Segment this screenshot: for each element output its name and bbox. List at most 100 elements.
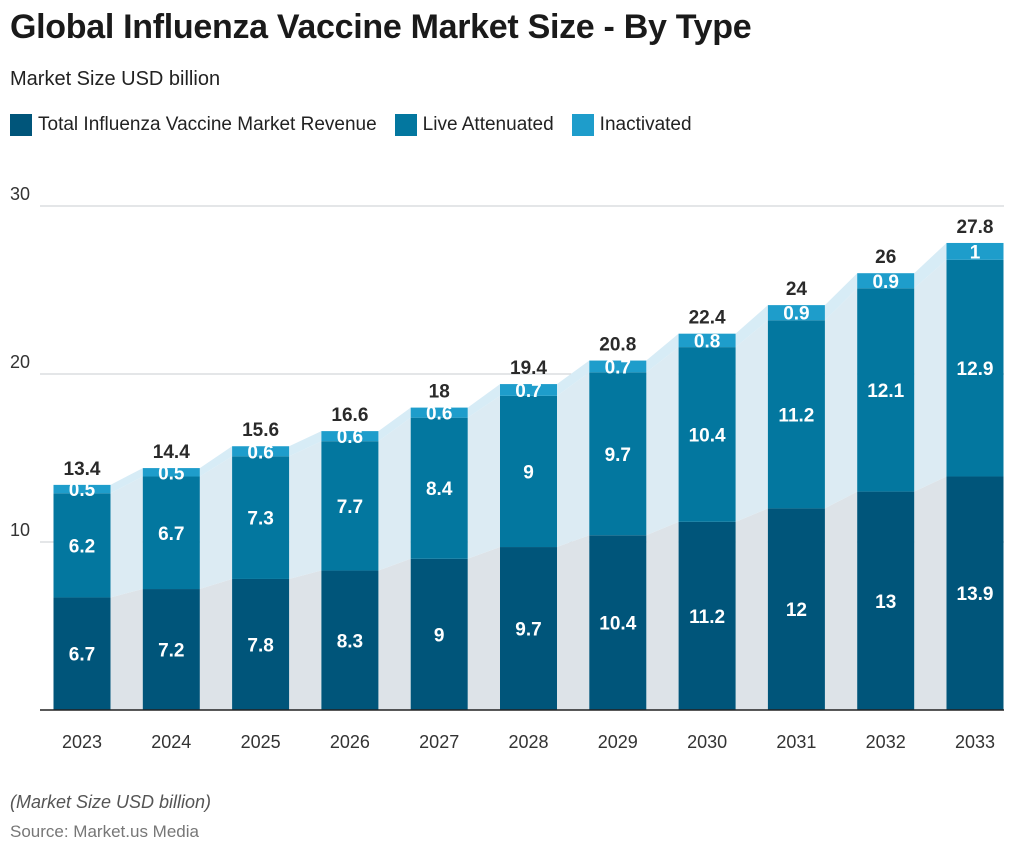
legend-swatch-live-attenuated bbox=[394, 114, 417, 136]
data-label-inactivated: 0.8 bbox=[694, 331, 720, 352]
legend-swatch-total bbox=[10, 114, 32, 136]
bar-live-attenuated-2023 bbox=[53, 493, 111, 598]
bar-total-2028 bbox=[500, 547, 557, 710]
data-label-total: 7.2 bbox=[158, 641, 184, 662]
legend-item-total: Total Influenza Vaccine Market Revenue bbox=[10, 114, 377, 136]
stacked-bar-chart: 1020306.76.20.513.420237.26.70.514.42024… bbox=[10, 184, 1004, 752]
data-label-live-attenuated: 12.9 bbox=[957, 359, 994, 380]
bar-total-2026 bbox=[321, 570, 379, 710]
total-label: 15.6 bbox=[242, 420, 279, 441]
bar-inactivated-2030 bbox=[678, 333, 736, 348]
bar-total-2031 bbox=[767, 508, 825, 710]
y-tick-label: 10 bbox=[10, 520, 30, 540]
x-tick-label: 2030 bbox=[687, 732, 727, 752]
legend-item-inactivated: Inactivated bbox=[571, 114, 692, 136]
data-label-total: 10.4 bbox=[599, 614, 636, 635]
data-label-inactivated: 0.6 bbox=[247, 442, 273, 463]
bar-inactivated-2031 bbox=[767, 305, 825, 321]
data-label-inactivated: 0.9 bbox=[783, 304, 809, 325]
data-label-inactivated: 0.7 bbox=[515, 381, 541, 402]
x-tick-label: 2027 bbox=[419, 732, 459, 752]
data-label-total: 12 bbox=[786, 600, 807, 621]
total-label: 27.8 bbox=[957, 217, 994, 238]
legend-label-live-attenuated: Live Attenuated bbox=[422, 114, 554, 135]
bar-inactivated-2027 bbox=[410, 407, 468, 418]
data-label-inactivated: 0.7 bbox=[605, 357, 631, 378]
bar-inactivated-2028 bbox=[500, 384, 557, 396]
total-label: 22.4 bbox=[689, 308, 726, 329]
data-label-live-attenuated: 10.4 bbox=[689, 425, 726, 446]
bar-total-2025 bbox=[232, 578, 290, 710]
bar-live-attenuated-2033 bbox=[946, 259, 1004, 477]
bar-live-attenuated-2029 bbox=[589, 372, 647, 536]
legend-label-total: Total Influenza Vaccine Market Revenue bbox=[38, 114, 377, 135]
total-label: 16.6 bbox=[331, 405, 368, 426]
total-label: 24 bbox=[786, 279, 808, 300]
data-label-live-attenuated: 9 bbox=[523, 462, 534, 483]
bar-live-attenuated-2031 bbox=[767, 320, 825, 509]
data-label-live-attenuated: 6.2 bbox=[69, 536, 95, 557]
total-label: 14.4 bbox=[153, 442, 190, 463]
bar-total-2027 bbox=[410, 558, 468, 710]
legend-swatch-inactivated bbox=[571, 114, 594, 136]
bar-live-attenuated-2032 bbox=[857, 288, 915, 492]
x-tick-label: 2029 bbox=[598, 732, 638, 752]
x-tick-label: 2028 bbox=[508, 732, 548, 752]
bar-inactivated-2029 bbox=[589, 360, 647, 373]
data-label-total: 6.7 bbox=[69, 645, 95, 666]
legend: Total Influenza Vaccine Market Revenue L… bbox=[10, 114, 710, 136]
bar-live-attenuated-2024 bbox=[142, 476, 200, 590]
bar-live-attenuated-2027 bbox=[410, 417, 468, 559]
chart-subtitle: Market Size USD billion bbox=[10, 68, 221, 90]
data-label-total: 9 bbox=[434, 625, 445, 646]
data-label-total: 13 bbox=[875, 592, 896, 613]
bar-live-attenuated-2030 bbox=[678, 347, 736, 522]
bar-inactivated-2023 bbox=[53, 484, 111, 494]
bar-total-2033 bbox=[946, 476, 1004, 710]
y-tick-label: 20 bbox=[10, 352, 30, 372]
source-credit: Source: Market.us Media bbox=[10, 822, 199, 841]
x-tick-label: 2023 bbox=[62, 732, 102, 752]
total-label: 26 bbox=[875, 247, 896, 268]
bar-inactivated-2024 bbox=[142, 468, 200, 477]
data-label-inactivated: 0.5 bbox=[158, 463, 185, 484]
data-label-total: 9.7 bbox=[515, 620, 541, 641]
legend-item-live-attenuated: Live Attenuated bbox=[394, 114, 554, 136]
data-label-live-attenuated: 11.2 bbox=[778, 405, 814, 426]
x-tick-label: 2024 bbox=[151, 732, 191, 752]
bar-live-attenuated-2025 bbox=[232, 456, 290, 579]
data-label-inactivated: 1 bbox=[970, 242, 981, 263]
data-label-inactivated: 0.6 bbox=[426, 404, 452, 425]
data-label-total: 7.8 bbox=[247, 635, 273, 656]
bar-total-2032 bbox=[857, 491, 915, 710]
data-label-live-attenuated: 12.1 bbox=[867, 381, 904, 402]
data-label-total: 8.3 bbox=[337, 631, 363, 652]
chart-title: Global Influenza Vaccine Market Size - B… bbox=[10, 8, 752, 46]
y-tick-label: 30 bbox=[10, 184, 30, 204]
bar-total-2030 bbox=[678, 521, 736, 710]
bar-live-attenuated-2028 bbox=[500, 395, 557, 548]
x-tick-label: 2025 bbox=[241, 732, 281, 752]
x-tick-label: 2031 bbox=[776, 732, 816, 752]
connector-area-live-attenuated bbox=[110, 259, 947, 598]
x-tick-label: 2032 bbox=[866, 732, 906, 752]
data-label-total: 11.2 bbox=[689, 607, 725, 628]
x-tick-label: 2033 bbox=[955, 732, 995, 752]
data-label-live-attenuated: 8.4 bbox=[426, 479, 453, 500]
data-label-inactivated: 0.9 bbox=[872, 272, 898, 293]
total-label: 20.8 bbox=[599, 335, 636, 356]
bar-total-2029 bbox=[589, 535, 647, 710]
total-label: 19.4 bbox=[510, 358, 547, 379]
bar-inactivated-2026 bbox=[321, 431, 379, 442]
x-tick-label: 2026 bbox=[330, 732, 370, 752]
data-label-live-attenuated: 7.3 bbox=[247, 509, 273, 530]
footnote: (Market Size USD billion) bbox=[10, 792, 212, 812]
data-label-live-attenuated: 6.7 bbox=[158, 524, 184, 545]
bar-total-2024 bbox=[142, 589, 200, 710]
data-label-live-attenuated: 9.7 bbox=[605, 445, 631, 466]
bar-inactivated-2025 bbox=[232, 446, 290, 457]
legend-label-inactivated: Inactivated bbox=[599, 114, 692, 135]
bar-live-attenuated-2026 bbox=[321, 441, 379, 571]
connector-area-total bbox=[110, 476, 947, 710]
total-label: 13.4 bbox=[64, 459, 101, 480]
